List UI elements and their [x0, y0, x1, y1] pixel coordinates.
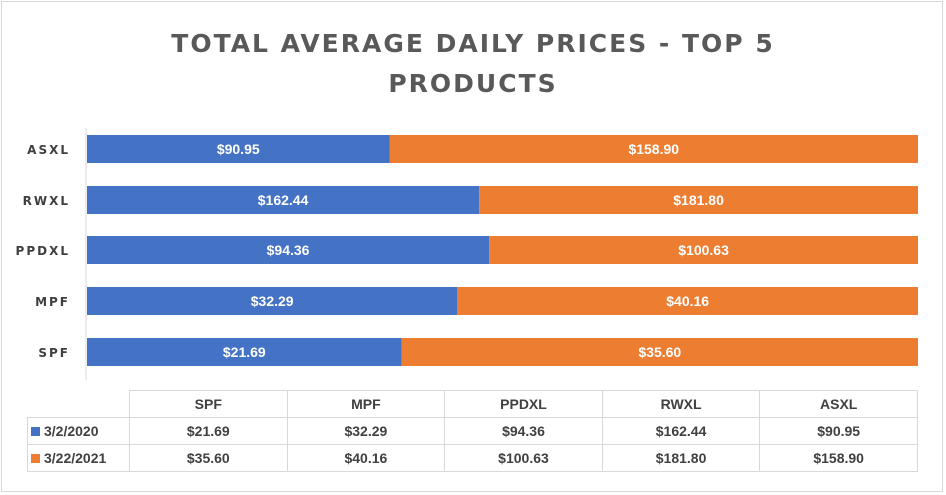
table-cell-spf: $35.60	[129, 444, 288, 472]
bar-spf-series-2	[401, 338, 918, 366]
bar-mpf-series-1	[87, 287, 458, 315]
table-row: 3/22/2021 $35.60 $40.16 $100.63 $181.80 $158.…	[27, 444, 918, 472]
legend-swatch	[31, 454, 40, 463]
data-table: SPF MPF PPDXL RWXL ASXL 3/2/2020 $21.69 $32.29…	[27, 390, 918, 472]
table-header-mpf: MPF	[286, 390, 446, 418]
bar-asxl-series-1	[87, 135, 390, 163]
chart-title: TOTAL AVERAGE DAILY PRICES - TOP 5 PRODU…	[0, 24, 946, 104]
table-header-spf: SPF	[129, 390, 288, 418]
bar-asxl-series-2	[389, 135, 919, 163]
category-label-rwxl: RWXL	[23, 194, 70, 208]
table-row: 3/2/2020 $21.69 $32.29 $94.36 $162.44 $90.95	[27, 417, 918, 445]
bar-rwxl-series-1	[87, 186, 480, 214]
table-header-rwxl: RWXL	[601, 390, 761, 418]
table-cell-mpf: $32.29	[286, 417, 446, 445]
table-cell-ppdxl: $94.36	[444, 417, 603, 445]
data-label-asxl-series-2: $158.90	[628, 141, 679, 157]
bar-ppdxl-series-2	[489, 236, 918, 264]
legend-swatch	[31, 427, 40, 436]
table-cell-rwxl: $162.44	[601, 417, 761, 445]
table-cell-spf: $21.69	[129, 417, 288, 445]
category-label-ppdxl: PPDXL	[16, 244, 70, 258]
data-label-mpf-series-1: $32.29	[251, 293, 294, 309]
data-label-mpf-series-2: $40.16	[666, 293, 709, 309]
data-label-spf-series-2: $35.60	[638, 344, 681, 360]
data-label-rwxl-series-2: $181.80	[673, 192, 724, 208]
chart-title-line-1: TOTAL AVERAGE DAILY PRICES - TOP 5	[171, 29, 775, 58]
table-series-label: 3/2/2020	[27, 417, 130, 445]
bar-spf-series-1	[87, 338, 402, 366]
table-header-asxl: ASXL	[759, 390, 918, 418]
table-cell-asxl: $90.95	[759, 417, 918, 445]
category-label-spf: SPF	[38, 346, 70, 360]
table-cell-mpf: $40.16	[286, 444, 446, 472]
bar-rwxl-series-2	[479, 186, 918, 214]
data-table-corner	[27, 390, 130, 418]
table-cell-asxl: $158.90	[759, 444, 918, 472]
table-cell-ppdxl: $100.63	[444, 444, 603, 472]
chart-title-line-2: PRODUCTS	[388, 69, 558, 98]
category-label-mpf: MPF	[35, 295, 70, 309]
bar-ppdxl-series-1	[87, 236, 490, 264]
legend-series-name: 3/22/2021	[44, 450, 107, 466]
bar-mpf-series-2	[457, 287, 918, 315]
category-label-asxl: ASXL	[27, 143, 70, 157]
table-header-ppdxl: PPDXL	[444, 390, 603, 418]
legend-series-name: 3/2/2020	[44, 423, 99, 439]
data-label-rwxl-series-1: $162.44	[258, 192, 309, 208]
data-label-asxl-series-1: $90.95	[217, 141, 260, 157]
data-label-ppdxl-series-2: $100.63	[678, 242, 729, 258]
table-cell-rwxl: $181.80	[601, 444, 761, 472]
data-label-ppdxl-series-1: $94.36	[267, 242, 310, 258]
data-label-spf-series-1: $21.69	[223, 344, 266, 360]
table-series-label: 3/22/2021	[27, 444, 130, 472]
